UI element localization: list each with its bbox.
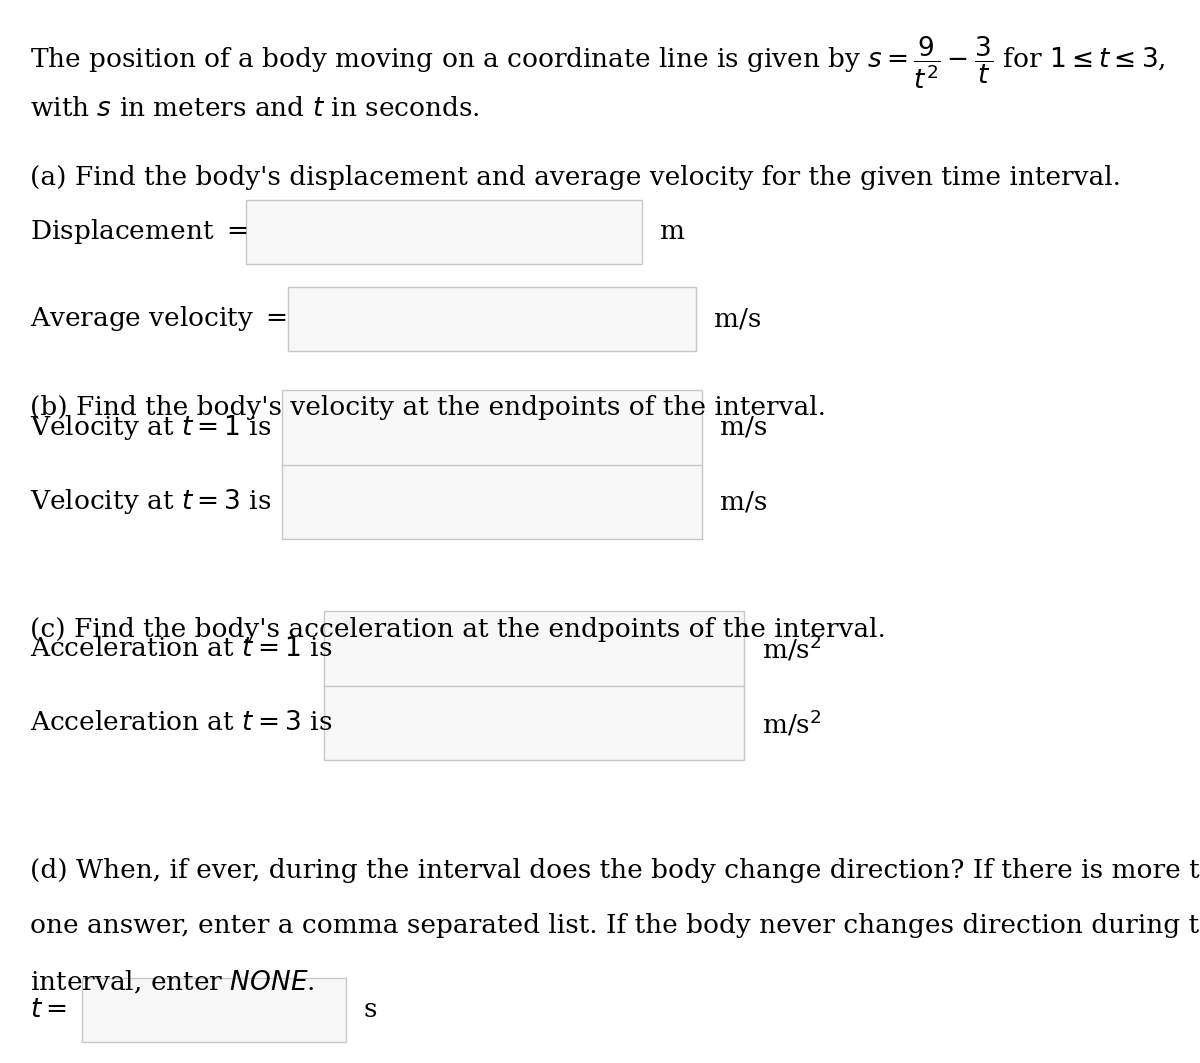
- Text: $t =$: $t =$: [30, 997, 67, 1023]
- Text: m/s: m/s: [720, 489, 767, 514]
- Text: with $s$ in meters and $t$ in seconds.: with $s$ in meters and $t$ in seconds.: [30, 96, 480, 121]
- Text: m/s: m/s: [720, 415, 767, 440]
- Bar: [282, 390, 702, 539]
- Text: m: m: [660, 219, 685, 244]
- Text: s: s: [364, 997, 377, 1023]
- Bar: [82, 978, 346, 1042]
- Text: Velocity at $t = 1$ is: Velocity at $t = 1$ is: [30, 412, 271, 442]
- Text: Velocity at $t = 3$ is: Velocity at $t = 3$ is: [30, 487, 271, 517]
- Text: m/s$^2$: m/s$^2$: [762, 708, 822, 738]
- Text: Acceleration at $t = 3$ is: Acceleration at $t = 3$ is: [30, 710, 332, 736]
- Text: Average velocity $=$: Average velocity $=$: [30, 304, 287, 334]
- Text: (d) When, if ever, during the interval does the body change direction? If there : (d) When, if ever, during the interval d…: [30, 858, 1200, 883]
- Text: one answer, enter a comma separated list. If the body never changes direction du: one answer, enter a comma separated list…: [30, 913, 1200, 939]
- Text: (c) Find the body's acceleration at the endpoints of the interval.: (c) Find the body's acceleration at the …: [30, 617, 886, 642]
- Text: m/s: m/s: [714, 306, 761, 332]
- Text: m/s$^2$: m/s$^2$: [762, 634, 822, 663]
- Text: Acceleration at $t = 1$ is: Acceleration at $t = 1$ is: [30, 636, 332, 661]
- Text: (b) Find the body's velocity at the endpoints of the interval.: (b) Find the body's velocity at the endp…: [30, 395, 826, 421]
- Text: (a) Find the body's displacement and average velocity for the given time interva: (a) Find the body's displacement and ave…: [30, 165, 1121, 190]
- Text: Displacement $=$: Displacement $=$: [30, 217, 247, 247]
- Text: The position of a body moving on a coordinate line is given by $s = \dfrac{9}{t^: The position of a body moving on a coord…: [30, 34, 1165, 90]
- Bar: [324, 611, 744, 760]
- Text: interval, enter $NONE$.: interval, enter $NONE$.: [30, 968, 314, 995]
- Bar: [288, 287, 696, 351]
- Bar: [246, 200, 642, 264]
